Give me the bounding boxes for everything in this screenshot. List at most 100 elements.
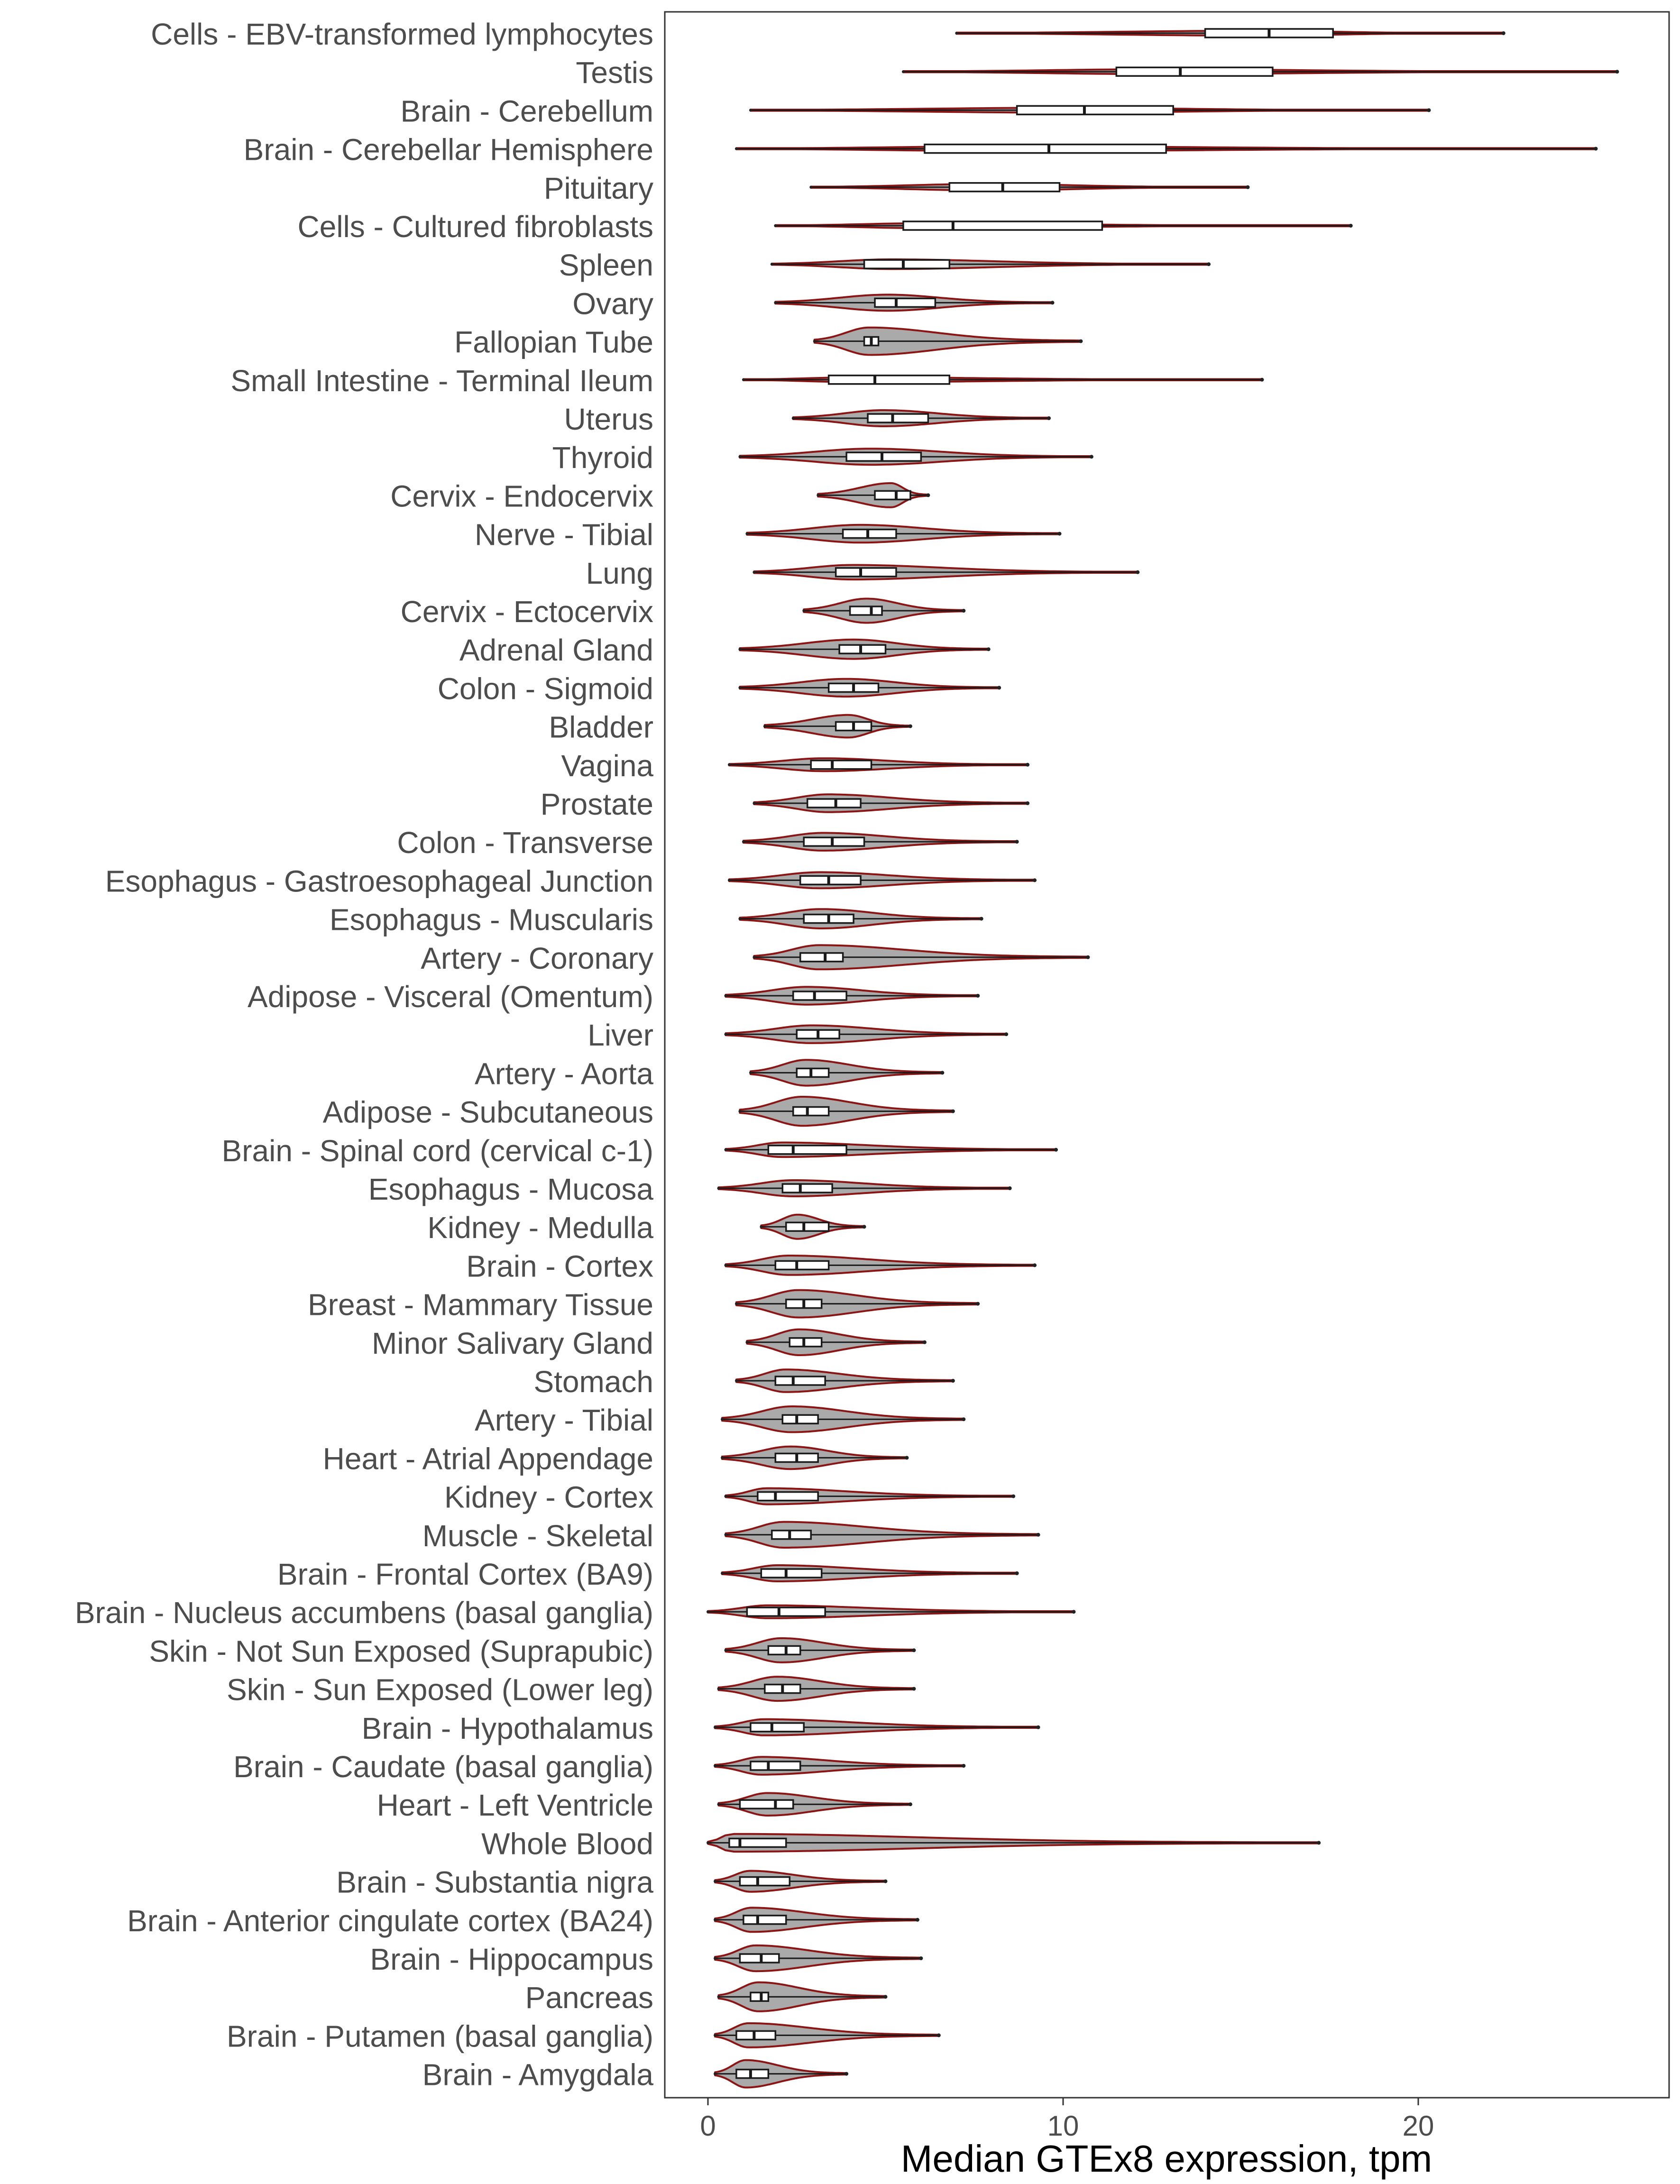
outlier-point xyxy=(753,570,756,574)
category-label: Brain - Amygdala xyxy=(422,2058,654,2092)
iqr-box xyxy=(948,182,1061,193)
outlier-point xyxy=(724,994,727,997)
outlier-point xyxy=(912,1648,916,1652)
iqr-box xyxy=(1016,105,1174,116)
iqr-box xyxy=(842,528,897,539)
category-label: Esophagus - Muscularis xyxy=(330,903,653,937)
outlier-point xyxy=(734,147,738,150)
outlier-point xyxy=(813,340,816,343)
outlier-point xyxy=(986,647,991,652)
category-label: Nerve - Tibial xyxy=(475,518,653,552)
iqr-box xyxy=(835,567,897,578)
iqr-box xyxy=(867,413,929,423)
outlier-point xyxy=(817,494,820,497)
outlier-point xyxy=(745,1340,749,1344)
outlier-point xyxy=(707,1610,709,1614)
outlier-point xyxy=(1086,955,1090,959)
category-label: Skin - Sun Exposed (Lower leg) xyxy=(227,1673,653,1707)
outlier-point xyxy=(883,1995,888,1999)
category-label: Stomach xyxy=(533,1365,653,1399)
iqr-box xyxy=(781,1183,833,1193)
category-label: Colon - Transverse xyxy=(397,826,653,860)
outlier-point xyxy=(774,301,777,304)
outlier-point xyxy=(749,109,752,112)
category-label: Adipose - Subcutaneous xyxy=(323,1095,653,1129)
iqr-box xyxy=(735,2068,770,2079)
iqr-box xyxy=(827,375,951,385)
category-label: Pancreas xyxy=(525,1981,653,2015)
outlier-point xyxy=(1136,570,1140,574)
outlier-point xyxy=(915,1918,919,1922)
outlier-point xyxy=(707,1841,709,1844)
outlier-point xyxy=(1050,301,1055,305)
category-label: Skin - Not Sun Exposed (Suprapubic) xyxy=(149,1634,653,1668)
outlier-point xyxy=(845,2072,849,2076)
iqr-box xyxy=(806,798,862,808)
outlier-point xyxy=(1054,1147,1058,1152)
outlier-point xyxy=(912,1687,916,1691)
category-label: Brain - Putamen (basal ganglia) xyxy=(227,2019,653,2053)
outlier-point xyxy=(962,1417,966,1422)
outlier-point xyxy=(1057,532,1062,536)
outlier-point xyxy=(1089,455,1093,459)
iqr-box xyxy=(845,451,922,462)
iqr-box xyxy=(750,1991,770,2002)
outlier-point xyxy=(738,686,742,689)
category-label: Esophagus - Mucosa xyxy=(368,1172,654,1206)
category-label: Kidney - Medulla xyxy=(427,1211,653,1245)
outlier-point xyxy=(738,1110,742,1113)
category-labels: Cells - EBV-transformed lymphocytes Testi… xyxy=(75,17,654,2092)
category-label: Brain - Hypothalamus xyxy=(362,1711,653,1745)
iqr-box xyxy=(750,1722,805,1733)
outlier-point xyxy=(717,1687,720,1690)
outlier-point xyxy=(997,686,1001,690)
outlier-point xyxy=(734,1379,738,1382)
outlier-point xyxy=(734,1302,738,1305)
outlier-point xyxy=(713,1957,716,1960)
category-label: Kidney - Cortex xyxy=(444,1480,653,1514)
outlier-point xyxy=(926,493,930,497)
iqr-box xyxy=(774,1376,826,1386)
outlier-point xyxy=(979,917,983,921)
outlier-point xyxy=(713,2034,716,2037)
category-label: Artery - Coronary xyxy=(421,941,653,975)
category-label: Esophagus - Gastroesophageal Junction xyxy=(105,864,653,898)
outlier-point xyxy=(1317,1841,1321,1845)
category-label: Brain - Spinal cord (cervical c-1) xyxy=(222,1134,654,1168)
iqr-box xyxy=(803,836,865,847)
outlier-point xyxy=(724,1533,727,1536)
iqr-box xyxy=(785,1221,830,1232)
outlier-point xyxy=(713,2072,716,2075)
outlier-point xyxy=(1501,31,1506,35)
outlier-point xyxy=(1260,377,1264,382)
iqr-box xyxy=(838,644,887,654)
category-label: Vagina xyxy=(561,749,653,783)
category-label: Pituitary xyxy=(544,171,653,205)
outlier-point xyxy=(745,532,749,535)
category-label: Artery - Tibial xyxy=(475,1403,653,1437)
iqr-box xyxy=(781,1414,819,1424)
category-label: Brain - Caudate (basal ganglia) xyxy=(233,1750,653,1784)
iqr-box xyxy=(774,1260,830,1271)
iqr-box xyxy=(863,259,951,269)
iqr-box xyxy=(902,220,1103,231)
category-label: Cervix - Ectocervix xyxy=(401,595,653,629)
outlier-point xyxy=(908,724,912,728)
iqr-box xyxy=(796,1067,830,1078)
outlier-point xyxy=(962,1764,966,1768)
outlier-point xyxy=(720,1418,724,1421)
outlier-point xyxy=(742,840,745,844)
outlier-point xyxy=(749,1071,752,1074)
category-label: Cervix - Endocervix xyxy=(390,479,653,513)
outlier-point xyxy=(753,955,756,959)
outlier-point xyxy=(955,32,958,35)
outlier-point xyxy=(717,1803,720,1806)
outlier-point xyxy=(883,1879,888,1883)
iqr-box xyxy=(746,1606,826,1617)
outlier-point xyxy=(738,917,742,920)
iqr-box xyxy=(757,1491,819,1502)
outlier-point xyxy=(738,455,742,459)
category-label: Brain - Nucleus accumbens (basal ganglia… xyxy=(75,1596,653,1630)
